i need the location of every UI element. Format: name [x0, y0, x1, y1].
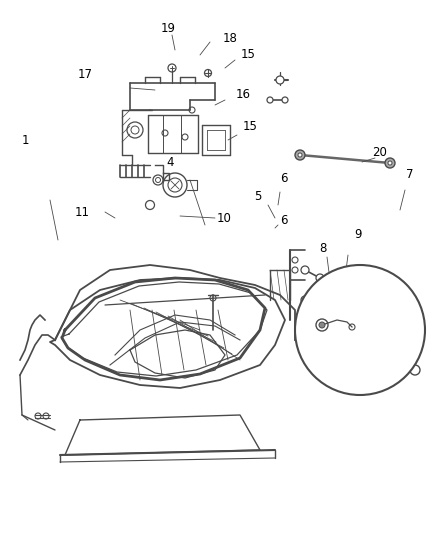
Circle shape — [316, 274, 324, 282]
Text: 1: 1 — [21, 133, 29, 147]
Text: 19: 19 — [160, 21, 176, 35]
Circle shape — [267, 97, 273, 103]
Text: 17: 17 — [78, 69, 92, 82]
Circle shape — [316, 304, 324, 312]
Circle shape — [410, 365, 420, 375]
Circle shape — [295, 150, 305, 160]
Text: 18: 18 — [223, 31, 237, 44]
Circle shape — [388, 161, 392, 165]
Circle shape — [276, 76, 284, 84]
Text: 6: 6 — [280, 214, 288, 227]
Circle shape — [301, 266, 309, 274]
Text: 6: 6 — [280, 172, 288, 184]
Text: 20: 20 — [373, 147, 388, 159]
Text: 9: 9 — [354, 229, 362, 241]
Circle shape — [316, 319, 328, 331]
Circle shape — [295, 265, 425, 395]
Circle shape — [298, 153, 302, 157]
Circle shape — [355, 265, 365, 275]
Text: 10: 10 — [216, 212, 231, 224]
Circle shape — [301, 296, 309, 304]
Circle shape — [385, 158, 395, 168]
Text: 15: 15 — [240, 49, 255, 61]
Circle shape — [282, 97, 288, 103]
Text: 8: 8 — [319, 241, 327, 254]
Text: 7: 7 — [406, 168, 414, 182]
Text: 15: 15 — [243, 120, 258, 133]
Text: 5: 5 — [254, 190, 261, 204]
Text: 4: 4 — [166, 157, 174, 169]
Text: 11: 11 — [74, 206, 89, 219]
Circle shape — [319, 322, 325, 328]
Text: 16: 16 — [236, 88, 251, 101]
